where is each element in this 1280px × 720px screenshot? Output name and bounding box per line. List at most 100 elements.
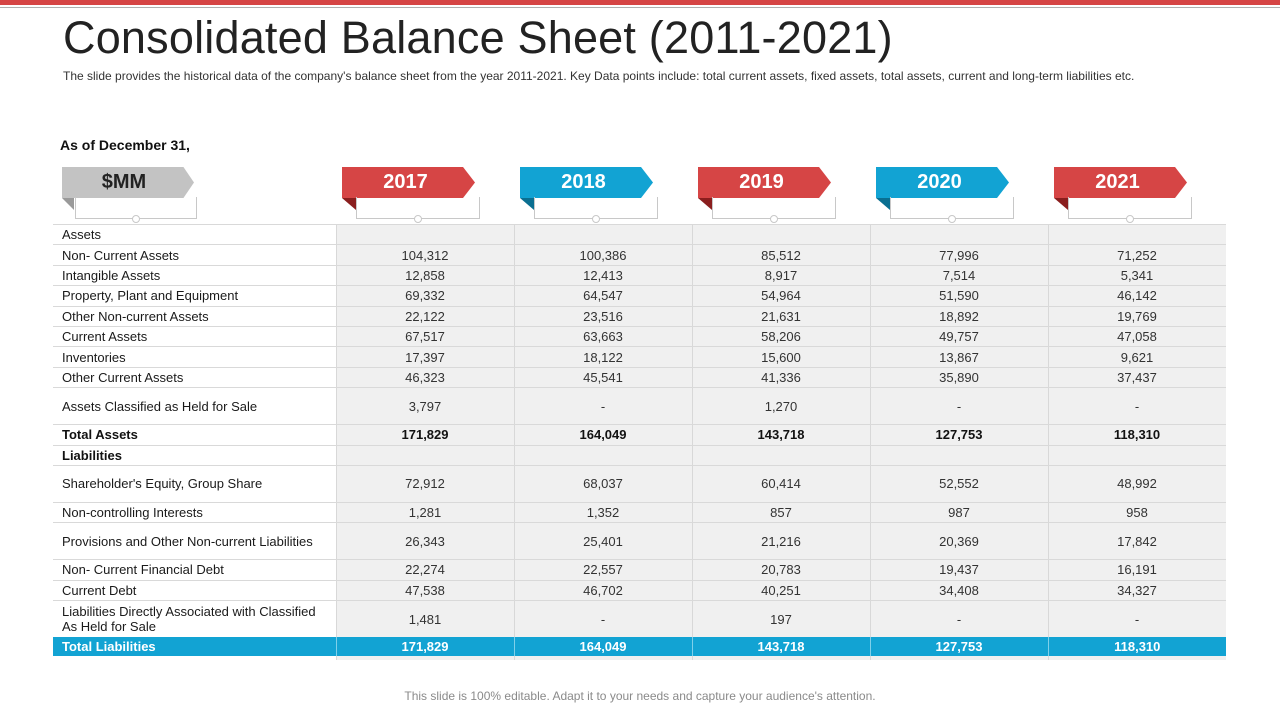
cell-2019: 21,631 bbox=[692, 305, 870, 327]
cell-2019: 60,414 bbox=[692, 464, 870, 503]
cell-2018: 64,547 bbox=[514, 285, 692, 307]
cell-2017: 171,829 bbox=[336, 424, 514, 446]
table-row: Liabilities bbox=[53, 444, 1226, 466]
cell-2021: 47,058 bbox=[1048, 325, 1226, 347]
row-label: Assets bbox=[53, 223, 336, 245]
table-row: Inventories 17,397 18,122 15,600 13,867 9,621 bbox=[53, 346, 1226, 368]
cell-2020: 49,757 bbox=[870, 325, 1048, 347]
top-divider-line bbox=[0, 7, 1280, 8]
page-title: Consolidated Balance Sheet (2011-2021) bbox=[63, 12, 893, 63]
row-label: Total Liabilities bbox=[53, 637, 336, 657]
row-label-text: Non-controlling Interests bbox=[62, 505, 203, 521]
cell-2021: 37,437 bbox=[1048, 366, 1226, 388]
row-label: Non- Current Financial Debt bbox=[53, 559, 336, 581]
row-label: Assets Classified as Held for Sale bbox=[53, 387, 336, 425]
year-connector bbox=[534, 197, 658, 223]
page-subtitle: The slide provides the historical data o… bbox=[63, 69, 1135, 83]
cell-2017: 104,312 bbox=[336, 244, 514, 266]
cell-2021: 118,310 bbox=[1048, 424, 1226, 446]
row-label-text: Other Non-current Assets bbox=[62, 308, 209, 324]
cell-2019: 143,718 bbox=[692, 424, 870, 446]
cell-2020: 18,892 bbox=[870, 305, 1048, 327]
cell-2018: 23,516 bbox=[514, 305, 692, 327]
cell-2021: 17,842 bbox=[1048, 522, 1226, 560]
cell-2017: 17,397 bbox=[336, 346, 514, 368]
cell-2017: 72,912 bbox=[336, 464, 514, 503]
table-row: Intangible Assets 12,858 12,413 8,917 7,514 5… bbox=[53, 264, 1226, 286]
cell-2018: 18,122 bbox=[514, 346, 692, 368]
footer-note: This slide is 100% editable. Adapt it to… bbox=[404, 689, 876, 703]
as-of-label: As of December 31, bbox=[60, 137, 190, 153]
table-row: Liabilities Directly Associated with Cla… bbox=[53, 600, 1226, 638]
year-banner-fold bbox=[520, 198, 534, 210]
cell-2018: 63,663 bbox=[514, 325, 692, 347]
cell-2017: 69,332 bbox=[336, 285, 514, 307]
cell-2017: 3,797 bbox=[336, 387, 514, 425]
row-label-text: Total Liabilities bbox=[62, 639, 156, 655]
row-label: Non- Current Assets bbox=[53, 244, 336, 266]
cell-2021: 71,252 bbox=[1048, 244, 1226, 266]
cell-2017: 67,517 bbox=[336, 325, 514, 347]
year-banner-2019: 2019 bbox=[698, 167, 831, 198]
row-label: Total Assets bbox=[53, 424, 336, 446]
cell-2017: 47,538 bbox=[336, 579, 514, 601]
cell-2018: 45,541 bbox=[514, 366, 692, 388]
row-label: Intangible Assets bbox=[53, 264, 336, 286]
cell-2020 bbox=[870, 223, 1048, 245]
cell-2021: 19,769 bbox=[1048, 305, 1226, 327]
balance-sheet-table: Assets Non- Current Assets 104,312 100,386 8… bbox=[53, 223, 1226, 657]
row-label: Other Current Assets bbox=[53, 366, 336, 388]
table-row: Current Debt 47,538 46,702 40,251 34,408 34,3… bbox=[53, 579, 1226, 601]
cell-2018: 164,049 bbox=[513, 637, 692, 657]
cell-2021: 118,310 bbox=[1047, 637, 1226, 657]
cell-2017: 171,829 bbox=[335, 637, 514, 657]
cell-2019 bbox=[692, 223, 870, 245]
cell-2020: - bbox=[870, 387, 1048, 425]
cell-2017: 26,343 bbox=[336, 522, 514, 560]
year-label: 2017 bbox=[383, 171, 428, 193]
year-connector bbox=[712, 197, 836, 223]
cell-2020: 52,552 bbox=[870, 464, 1048, 503]
cell-2021: 958 bbox=[1048, 501, 1226, 523]
row-label: Shareholder's Equity, Group Share bbox=[53, 464, 336, 503]
row-label: Liabilities bbox=[53, 444, 336, 466]
year-banner-fold bbox=[342, 198, 356, 210]
cell-2018: 1,352 bbox=[514, 501, 692, 523]
cell-2020: 987 bbox=[870, 501, 1048, 523]
row-label: Current Assets bbox=[53, 325, 336, 347]
row-label: Current Debt bbox=[53, 579, 336, 601]
top-accent-bar bbox=[0, 0, 1280, 5]
cell-2021: 5,341 bbox=[1048, 264, 1226, 286]
row-label-text: Total Assets bbox=[62, 427, 138, 443]
row-label-text: Provisions and Other Non-current Liabili… bbox=[62, 533, 313, 549]
cell-2018: 68,037 bbox=[514, 464, 692, 503]
row-label-text: Liabilities bbox=[62, 447, 122, 463]
row-label: Inventories bbox=[53, 346, 336, 368]
cell-2019: 1,270 bbox=[692, 387, 870, 425]
row-label-text: Non- Current Assets bbox=[62, 247, 180, 263]
unit-label: $MM bbox=[101, 171, 147, 193]
cell-2020: 127,753 bbox=[869, 637, 1048, 657]
row-label-text: Assets bbox=[62, 227, 102, 243]
table-row: Current Assets 67,517 63,663 58,206 49,757 47… bbox=[53, 325, 1226, 347]
cell-2020: - bbox=[870, 600, 1048, 638]
unit-banner: $MM bbox=[62, 167, 194, 198]
row-label-text: Intangible Assets bbox=[62, 267, 161, 283]
cell-2019: 41,336 bbox=[692, 366, 870, 388]
year-banner-fold bbox=[698, 198, 712, 210]
cell-2019: 15,600 bbox=[692, 346, 870, 368]
cell-2019: 40,251 bbox=[692, 579, 870, 601]
cell-2017 bbox=[336, 444, 514, 466]
table-row: Assets bbox=[53, 223, 1226, 245]
row-label-text: Property, Plant and Equipment bbox=[62, 288, 239, 304]
year-label: 2020 bbox=[917, 171, 962, 193]
cell-2019: 143,718 bbox=[691, 637, 870, 657]
year-connector bbox=[1068, 197, 1192, 223]
row-label-text: Current Assets bbox=[62, 329, 148, 345]
year-banner-fold bbox=[1054, 198, 1068, 210]
table-row: Shareholder's Equity, Group Share 72,912 6… bbox=[53, 464, 1226, 503]
cell-2018: 100,386 bbox=[514, 244, 692, 266]
cell-2020 bbox=[870, 444, 1048, 466]
row-label-text: Other Current Assets bbox=[62, 369, 184, 385]
cell-2020: 13,867 bbox=[870, 346, 1048, 368]
